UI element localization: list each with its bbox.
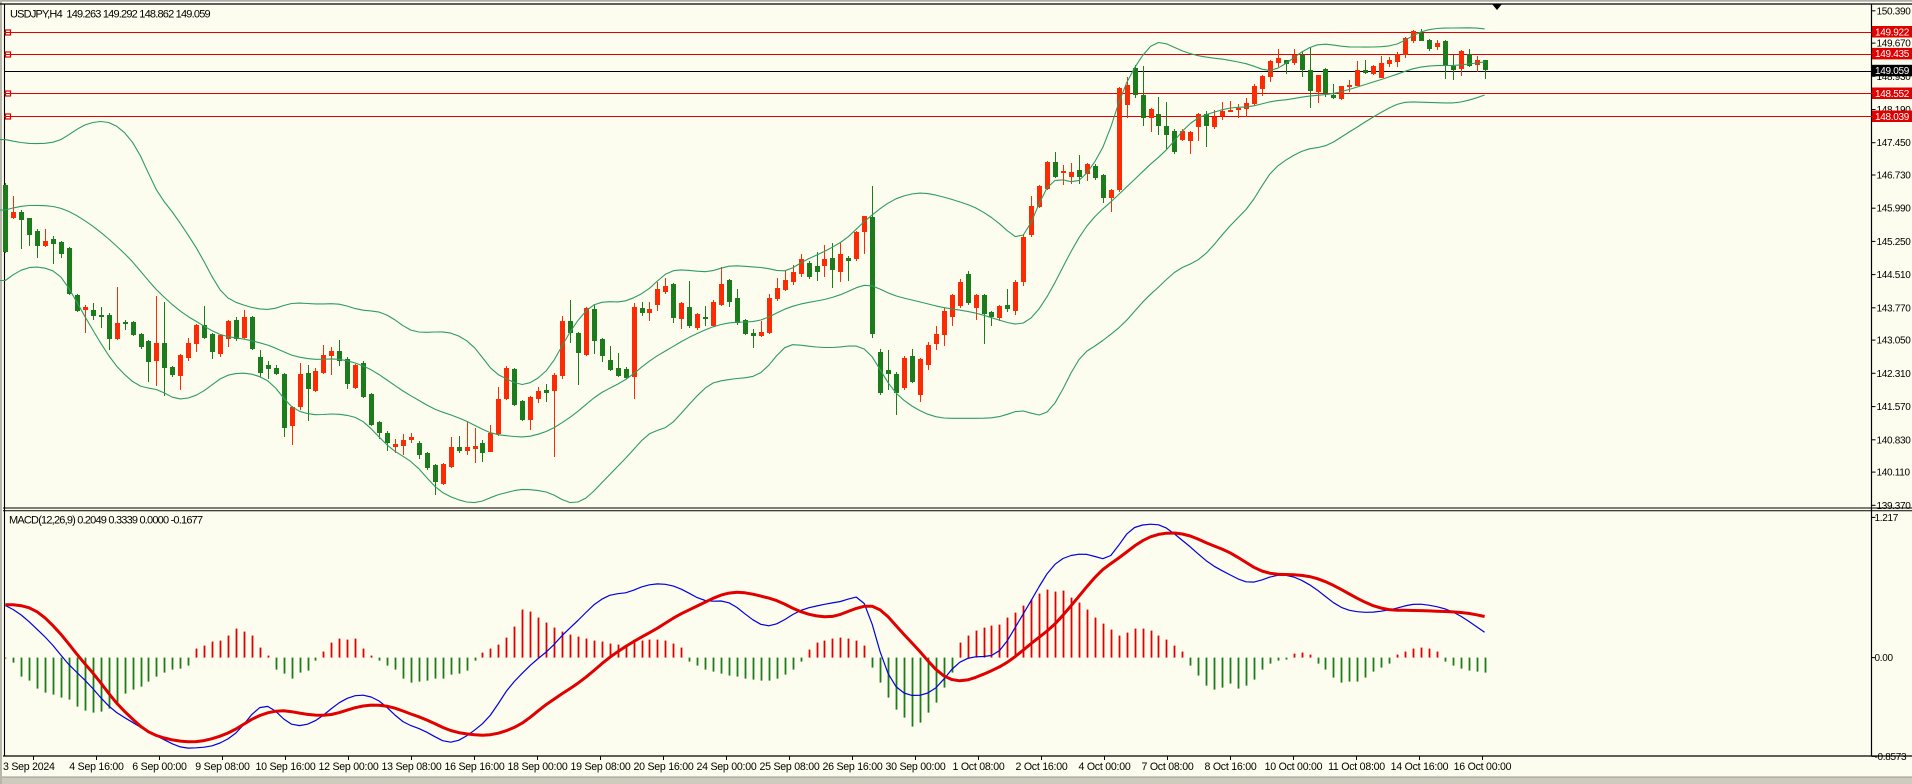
svg-text:149.435: 149.435 <box>1875 49 1910 60</box>
svg-text:6 Sep 00:00: 6 Sep 00:00 <box>132 761 187 773</box>
svg-text:3 Sep 2024: 3 Sep 2024 <box>3 761 55 773</box>
svg-text:MACD(12,26,9) 0.2049 0.3339 0.: MACD(12,26,9) 0.2049 0.3339 0.0000 -0.16… <box>9 515 203 527</box>
svg-text:148.552: 148.552 <box>1875 89 1910 100</box>
svg-text:10 Oct 00:00: 10 Oct 00:00 <box>1265 761 1323 773</box>
svg-text:148.930: 148.930 <box>1877 72 1912 83</box>
svg-text:-0.8573: -0.8573 <box>1875 752 1908 763</box>
svg-text:139.370: 139.370 <box>1877 501 1912 512</box>
svg-text:146.730: 146.730 <box>1877 171 1912 182</box>
svg-text:7 Oct 08:00: 7 Oct 08:00 <box>1141 761 1193 773</box>
svg-text:14 Oct 16:00: 14 Oct 16:00 <box>1391 761 1449 773</box>
svg-text:140.830: 140.830 <box>1877 435 1912 446</box>
svg-text:18 Sep 00:00: 18 Sep 00:00 <box>507 761 567 773</box>
svg-text:26 Sep 16:00: 26 Sep 16:00 <box>822 761 882 773</box>
svg-text:0.00: 0.00 <box>1875 653 1894 664</box>
svg-text:149.059: 149.059 <box>1875 66 1910 77</box>
svg-text:144.510: 144.510 <box>1877 270 1912 281</box>
svg-text:147.450: 147.450 <box>1877 138 1912 149</box>
svg-text:16 Oct 00:00: 16 Oct 00:00 <box>1454 761 1512 773</box>
svg-text:140.110: 140.110 <box>1877 468 1911 479</box>
svg-text:USDJPY,H4 149.263 149.292 148: USDJPY,H4 149.263 149.292 148.862 149.05… <box>10 9 211 21</box>
svg-text:145.990: 145.990 <box>1877 204 1912 215</box>
svg-text:2 Oct 16:00: 2 Oct 16:00 <box>1015 761 1067 773</box>
svg-text:24 Sep 00:00: 24 Sep 00:00 <box>696 761 756 773</box>
svg-text:145.250: 145.250 <box>1877 237 1912 248</box>
svg-text:4 Sep 16:00: 4 Sep 16:00 <box>69 761 124 773</box>
svg-text:12 Sep 00:00: 12 Sep 00:00 <box>318 761 378 773</box>
svg-text:143.770: 143.770 <box>1877 303 1912 314</box>
svg-text:8 Oct 16:00: 8 Oct 16:00 <box>1204 761 1256 773</box>
svg-text:13 Sep 08:00: 13 Sep 08:00 <box>381 761 441 773</box>
svg-text:1.217: 1.217 <box>1875 513 1899 524</box>
svg-text:149.670: 149.670 <box>1877 39 1912 50</box>
svg-text:142.310: 142.310 <box>1877 369 1912 380</box>
svg-text:1 Oct 08:00: 1 Oct 08:00 <box>952 761 1004 773</box>
svg-text:149.922: 149.922 <box>1875 27 1910 38</box>
svg-text:143.050: 143.050 <box>1877 336 1912 347</box>
svg-text:10 Sep 16:00: 10 Sep 16:00 <box>255 761 315 773</box>
svg-text:25 Sep 08:00: 25 Sep 08:00 <box>759 761 819 773</box>
svg-text:30 Sep 00:00: 30 Sep 00:00 <box>885 761 945 773</box>
svg-text:150.390: 150.390 <box>1877 6 1912 17</box>
svg-text:19 Sep 08:00: 19 Sep 08:00 <box>570 761 630 773</box>
svg-text:16 Sep 16:00: 16 Sep 16:00 <box>444 761 504 773</box>
svg-text:20 Sep 16:00: 20 Sep 16:00 <box>633 761 693 773</box>
svg-text:4 Oct 00:00: 4 Oct 00:00 <box>1078 761 1130 773</box>
svg-text:141.570: 141.570 <box>1877 402 1912 413</box>
svg-text:148.039: 148.039 <box>1875 112 1910 123</box>
svg-text:9 Sep 08:00: 9 Sep 08:00 <box>195 761 250 773</box>
svg-text:11 Oct 08:00: 11 Oct 08:00 <box>1328 761 1385 773</box>
